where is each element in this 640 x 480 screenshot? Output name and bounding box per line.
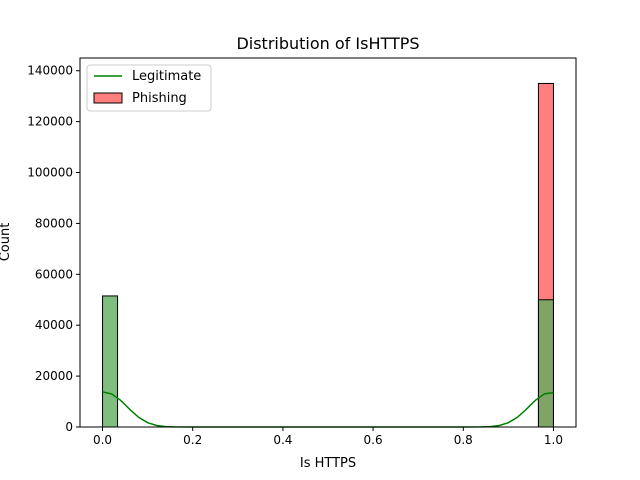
y-axis-label: Count <box>0 223 13 262</box>
y-axis-ticks: 0 20000 40000 60000 80000 100000 120000 140000 <box>27 64 80 434</box>
histogram-bars <box>102 82 554 428</box>
axes-frame <box>79 57 577 428</box>
chart-title: Distribution of IsHTTPS <box>236 34 419 53</box>
y-tick-label: 120000 <box>27 115 73 129</box>
y-tick-label: 40000 <box>35 318 73 332</box>
kde-line-legitimate <box>102 391 554 428</box>
legend-label-phishing: Phishing <box>132 91 187 106</box>
x-axis-ticks: 0.0 0.2 0.4 0.6 0.8 1.0 <box>93 427 563 447</box>
legend: Legitimate Phishing <box>86 64 212 112</box>
x-axis-label: Is HTTPS <box>300 456 356 471</box>
y-tick-label: 60000 <box>35 267 73 281</box>
x-tick-label: 1.0 <box>544 433 563 447</box>
x-tick-label: 0.4 <box>273 433 292 447</box>
x-tick-label: 0.8 <box>454 433 473 447</box>
x-tick-label: 0.6 <box>364 433 383 447</box>
bar-legitimate-0 <box>102 295 119 428</box>
x-tick-label: 0.0 <box>93 433 112 447</box>
y-tick-label: 0 <box>65 420 73 434</box>
y-tick-label: 80000 <box>35 216 73 230</box>
y-tick-label: 20000 <box>35 369 73 383</box>
legend-label-legitimate: Legitimate <box>132 69 201 84</box>
legend-swatch-phishing <box>93 92 123 104</box>
y-tick-label: 140000 <box>27 64 73 78</box>
x-tick-label: 0.2 <box>183 433 202 447</box>
kde-curves <box>102 391 554 428</box>
y-tick-label: 100000 <box>27 166 73 180</box>
bar-legitimate-1 <box>537 299 554 428</box>
